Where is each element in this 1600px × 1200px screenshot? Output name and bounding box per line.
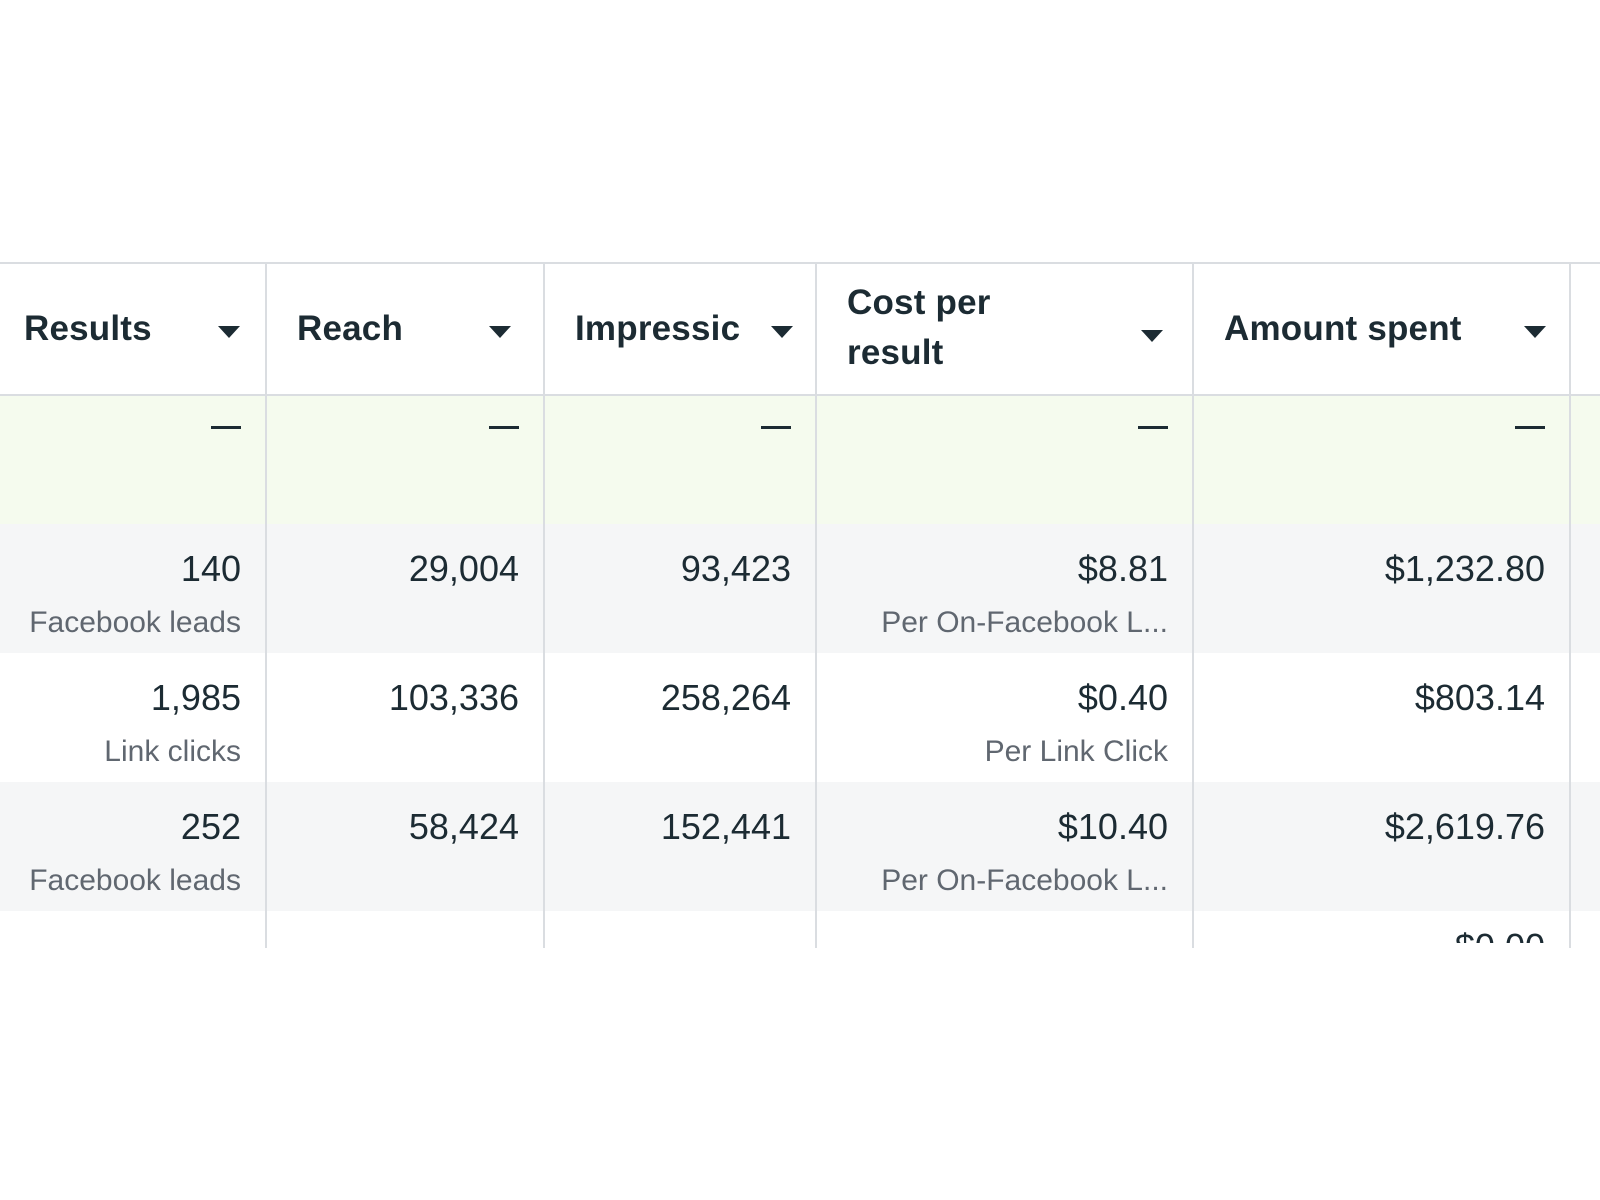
reach-value: 58,424 <box>408 806 519 847</box>
table-header-row: Results Reach Impressic Cost per result … <box>0 264 1600 396</box>
cost-per-result-cell <box>817 911 1194 948</box>
results-value: 252 <box>180 806 241 847</box>
cost-per-result-type: Per On-Facebook L... <box>881 864 1168 897</box>
column-header-label: Cost per result <box>847 283 991 372</box>
cost-per-result-cell: $8.81 Per On-Facebook L... <box>817 524 1194 653</box>
column-header-label: Results <box>24 309 152 348</box>
table-total-row: — — — — — <box>0 396 1600 524</box>
chevron-down-icon[interactable] <box>771 326 793 338</box>
results-type: Link clicks <box>104 735 241 768</box>
cost-per-result-cell: $10.40 Per On-Facebook L... <box>817 782 1194 911</box>
results-value: 1,985 <box>150 677 241 718</box>
amount-spent-cell: $0.00 <box>1194 911 1571 948</box>
reach-cell: 29,004 <box>267 524 545 653</box>
results-cell: 1,985 Link clicks <box>0 653 267 782</box>
column-header-cost-per-result[interactable]: Cost per result <box>817 264 1194 394</box>
impressions-cell: 93,423 <box>545 524 817 653</box>
empty-value-dash <box>1138 426 1168 429</box>
reach-cell: 103,336 <box>267 653 545 782</box>
impressions-value: 152,441 <box>660 806 791 847</box>
impressions-value: 93,423 <box>680 548 791 589</box>
amount-spent-value: $2,619.76 <box>1384 806 1545 847</box>
results-type: Facebook leads <box>29 606 241 639</box>
table-row[interactable]: 1,985 Link clicks 103,336 258,264 $0.40 … <box>0 653 1600 782</box>
chevron-down-icon[interactable] <box>1524 326 1546 338</box>
results-cell <box>0 911 267 948</box>
amount-spent-cell: $1,232.80 <box>1194 524 1571 653</box>
amount-spent-value: $803.14 <box>1414 677 1545 718</box>
reach-cell: 58,424 <box>267 782 545 911</box>
total-results-cell: — <box>0 396 267 524</box>
cost-per-result-value: $8.81 <box>1077 548 1168 589</box>
total-cost-per-result-cell: — <box>817 396 1194 524</box>
overflow-cell <box>1571 524 1600 653</box>
results-cell: 140 Facebook leads <box>0 524 267 653</box>
cost-per-result-type: Per Link Click <box>984 735 1168 768</box>
total-amount-spent-cell: — <box>1194 396 1571 524</box>
column-header-label: Amount spent <box>1224 309 1462 348</box>
chevron-down-icon[interactable] <box>489 326 511 338</box>
impressions-cell: 258,264 <box>545 653 817 782</box>
column-header-label: Impressic <box>575 309 741 348</box>
total-impressions-cell: — <box>545 396 817 524</box>
chevron-down-icon[interactable] <box>1141 330 1163 342</box>
total-overflow-cell <box>1571 396 1600 524</box>
cost-per-result-value: $10.40 <box>1057 806 1168 847</box>
cost-per-result-value: $0.40 <box>1077 677 1168 718</box>
amount-spent-cell: $2,619.76 <box>1194 782 1571 911</box>
ads-results-table: Results Reach Impressic Cost per result … <box>0 262 1600 948</box>
cost-per-result-type: Per On-Facebook L... <box>881 606 1168 639</box>
table-row[interactable]: 140 Facebook leads 29,004 93,423 $8.81 P… <box>0 524 1600 653</box>
column-header-impressions[interactable]: Impressic <box>545 264 817 394</box>
impressions-cell: 152,441 <box>545 782 817 911</box>
results-cell: 252 Facebook leads <box>0 782 267 911</box>
empty-value-dash <box>489 426 519 429</box>
results-type: Facebook leads <box>29 864 241 897</box>
overflow-cell <box>1571 911 1600 948</box>
amount-spent-cell: $803.14 <box>1194 653 1571 782</box>
overflow-cell <box>1571 653 1600 782</box>
column-header-results[interactable]: Results <box>0 264 267 394</box>
impressions-value: 258,264 <box>660 677 791 718</box>
amount-spent-value-partial: $0.00 <box>1455 929 1545 943</box>
reach-value: 103,336 <box>388 677 519 718</box>
impressions-cell <box>545 911 817 948</box>
amount-spent-value: $1,232.80 <box>1384 548 1545 589</box>
column-header-overflow <box>1571 264 1600 394</box>
table-row[interactable]: $0.00 <box>0 911 1600 948</box>
column-header-label: Reach <box>297 309 404 348</box>
column-header-reach[interactable]: Reach <box>267 264 545 394</box>
total-reach-cell: — <box>267 396 545 524</box>
empty-value-dash <box>211 426 241 429</box>
reach-cell <box>267 911 545 948</box>
results-value: 140 <box>180 548 241 589</box>
reach-value: 29,004 <box>408 548 519 589</box>
cost-per-result-cell: $0.40 Per Link Click <box>817 653 1194 782</box>
column-header-amount-spent[interactable]: Amount spent <box>1194 264 1571 394</box>
overflow-cell <box>1571 782 1600 911</box>
empty-value-dash <box>761 426 791 429</box>
empty-value-dash <box>1515 426 1545 429</box>
chevron-down-icon[interactable] <box>218 326 240 338</box>
table-row[interactable]: 252 Facebook leads 58,424 152,441 $10.40… <box>0 782 1600 911</box>
